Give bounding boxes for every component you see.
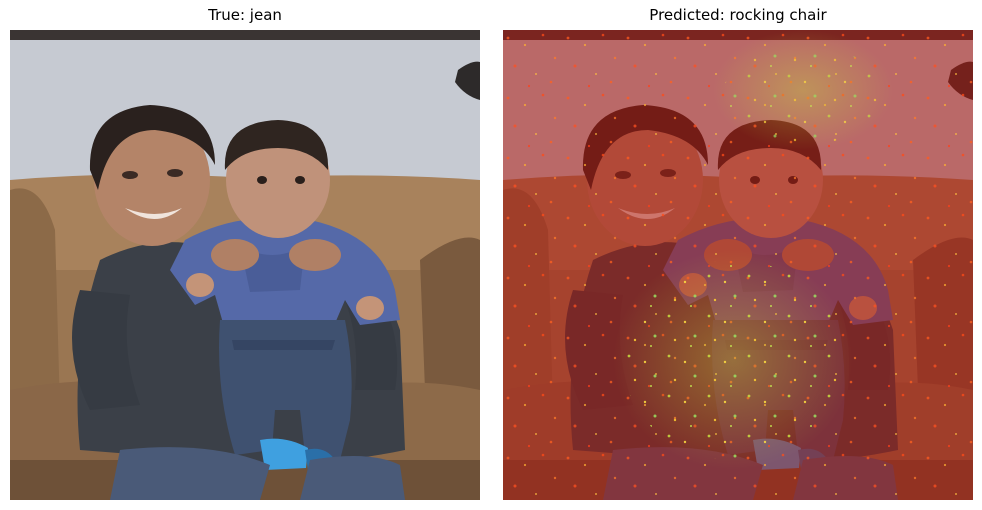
- right-panel-title: Predicted: rocking chair: [649, 6, 827, 24]
- photo-scene: [10, 30, 480, 500]
- saliency-overlay-photo: [503, 30, 973, 500]
- original-photo: [10, 30, 480, 500]
- saliency-scene: [503, 30, 973, 500]
- left-panel-title: True: jean: [208, 6, 282, 24]
